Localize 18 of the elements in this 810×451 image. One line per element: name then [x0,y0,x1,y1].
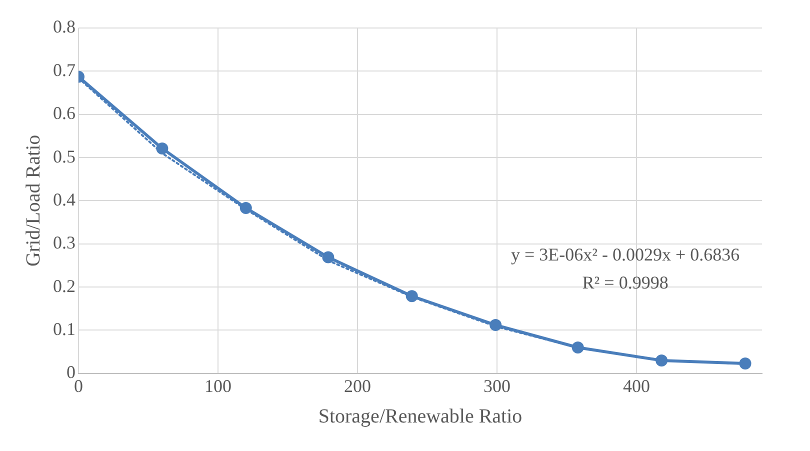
x-axis-title: Storage/Renewable Ratio [318,405,522,428]
y-tick-label: 0.8 [53,16,76,37]
point [739,357,752,370]
y-tick-label: 0.3 [53,232,76,253]
x-tick-label: 400 [622,376,650,396]
annotation: y = 3E-06x² - 0.0029x + 0.6836 [510,244,740,265]
y-tick-label: 0.1 [53,318,76,339]
x-tick-label: 100 [204,376,232,396]
y-tick-label: 0 [66,362,76,382]
y-tick-label: 0.6 [53,103,76,124]
y-tick-label: 0.7 [53,60,76,80]
y-axis-title: Grid/Load Ratio [22,134,44,267]
x-tick-label: 300 [483,376,510,396]
x-tick-label: 200 [344,376,371,396]
y-tick-label: 0.2 [53,276,76,296]
y-tick-label: 0.5 [53,146,76,166]
y-tick-label: 0.4 [53,189,76,210]
annotation: R² = 0.9998 [582,272,668,293]
